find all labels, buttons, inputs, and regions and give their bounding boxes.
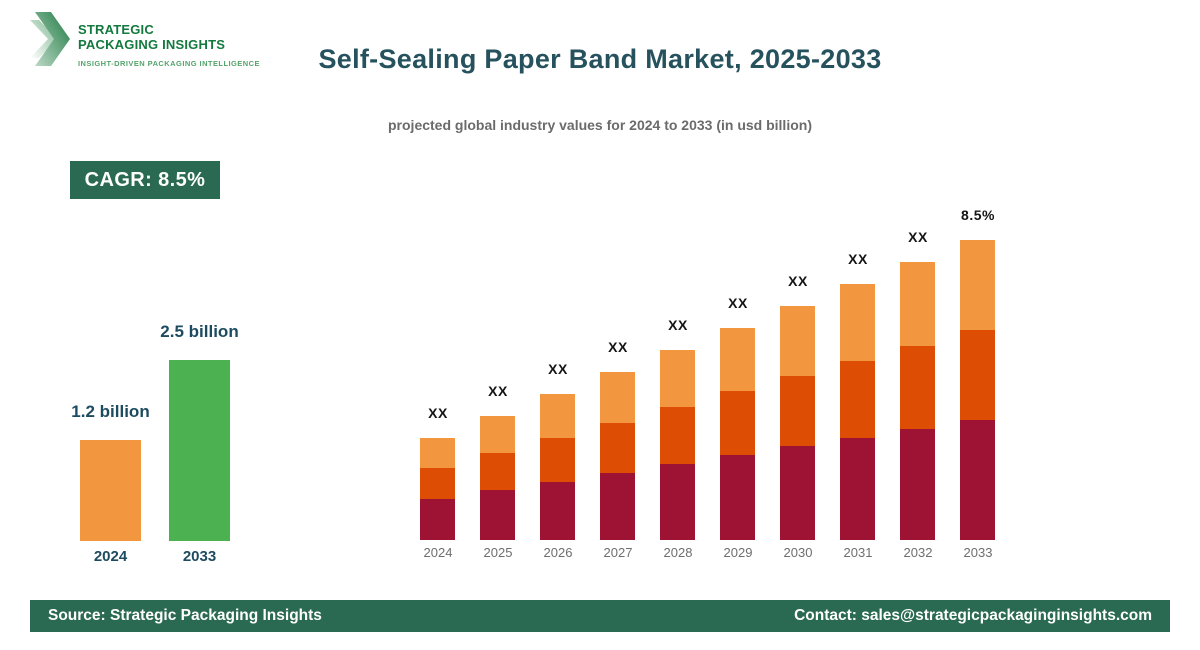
brand-logo: STRATEGIC PACKAGING INSIGHTS INSIGHT-DRI… bbox=[30, 8, 260, 70]
mini-axis-label-2024: 2024 bbox=[93, 548, 128, 565]
brand-name-line2: PACKAGING INSIGHTS bbox=[78, 37, 226, 53]
bar-value-label-2033: 8.5% bbox=[961, 207, 995, 223]
bar-value-label-2031: XX bbox=[848, 251, 868, 267]
segment-bottom-2029 bbox=[720, 455, 755, 540]
segment-top-2026 bbox=[540, 394, 575, 438]
segment-top-2030 bbox=[780, 306, 815, 376]
brand-chevron-icon bbox=[30, 12, 70, 66]
segment-top-2025 bbox=[480, 416, 515, 453]
segment-bottom-2031 bbox=[840, 438, 875, 540]
segment-middle-2025 bbox=[480, 453, 515, 490]
brand-tagline: INSIGHT-DRIVEN PACKAGING INTELLIGENCE bbox=[78, 58, 260, 68]
segment-middle-2028 bbox=[660, 407, 695, 464]
bar-value-label-2027: XX bbox=[608, 339, 628, 355]
bar-value-label-2030: XX bbox=[788, 273, 808, 289]
footer-source: Source: Strategic Packaging Insights bbox=[48, 607, 322, 624]
x-axis-label-2026: 2026 bbox=[543, 545, 573, 560]
bar-value-label-2029: XX bbox=[728, 295, 748, 311]
x-axis-label-2028: 2028 bbox=[663, 545, 693, 560]
brand-name-line1: STRATEGIC bbox=[78, 22, 154, 37]
mini-value-label-2033: 2.5 billion bbox=[160, 322, 239, 341]
brand-name: STRATEGIC PACKAGING INSIGHTS INSIGHT-DRI… bbox=[78, 8, 260, 68]
page-title: Self-Sealing Paper Band Market, 2025-203… bbox=[318, 44, 882, 74]
bar-value-label-2024: XX bbox=[428, 405, 448, 421]
x-axis-label-2025: 2025 bbox=[483, 545, 513, 560]
stacked-bar-chart: XX 2024 XX 2025 XX 2026 XX 2027 XX 2028 XX 2029 XX 20… bbox=[400, 200, 1020, 560]
mini-axis-label-2033: 2033 bbox=[182, 548, 217, 565]
segment-middle-2032 bbox=[900, 346, 935, 429]
segment-bottom-2026 bbox=[540, 482, 575, 540]
page-subtitle: projected global industry values for 202… bbox=[388, 117, 812, 133]
mini-value-label-2024: 1.2 billion bbox=[71, 402, 150, 421]
segment-top-2024 bbox=[420, 438, 455, 468]
segment-bottom-2027 bbox=[600, 473, 635, 540]
footer-bar: Source: Strategic Packaging Insights Con… bbox=[30, 600, 1170, 632]
segment-bottom-2030 bbox=[780, 446, 815, 540]
segment-middle-2026 bbox=[540, 438, 575, 482]
mini-bar-2024 bbox=[80, 440, 141, 541]
bar-value-label-2028: XX bbox=[668, 317, 688, 333]
x-axis-label-2033: 2033 bbox=[963, 545, 993, 560]
x-axis-label-2031: 2031 bbox=[843, 545, 873, 560]
segment-top-2028 bbox=[660, 350, 695, 407]
segment-middle-2033 bbox=[960, 330, 995, 420]
segment-bottom-2024 bbox=[420, 499, 455, 540]
bar-value-label-2025: XX bbox=[488, 383, 508, 399]
segment-middle-2031 bbox=[840, 361, 875, 438]
x-axis-label-2027: 2027 bbox=[603, 545, 633, 560]
x-axis-label-2029: 2029 bbox=[723, 545, 753, 560]
segment-bottom-2032 bbox=[900, 429, 935, 540]
segment-top-2031 bbox=[840, 284, 875, 361]
footer-contact: Contact: sales@strategicpackaginginsight… bbox=[794, 607, 1152, 624]
bar-value-label-2032: XX bbox=[908, 229, 928, 245]
segment-bottom-2028 bbox=[660, 464, 695, 540]
cagr-badge: CAGR: 8.5% bbox=[70, 161, 220, 199]
segment-top-2027 bbox=[600, 372, 635, 423]
segment-top-2029 bbox=[720, 328, 755, 391]
segment-top-2032 bbox=[900, 262, 935, 346]
segment-top-2033 bbox=[960, 240, 995, 330]
x-axis-label-2024: 2024 bbox=[423, 545, 453, 560]
bar-value-label-2026: XX bbox=[548, 361, 568, 377]
segment-middle-2029 bbox=[720, 391, 755, 455]
segment-middle-2030 bbox=[780, 376, 815, 446]
segment-middle-2027 bbox=[600, 423, 635, 473]
x-axis-label-2030: 2030 bbox=[783, 545, 813, 560]
summary-bar-chart: 1.2 billion 2024 2.5 billion 2033 bbox=[60, 320, 250, 565]
segment-middle-2024 bbox=[420, 468, 455, 499]
mini-bar-2033 bbox=[169, 360, 230, 541]
segment-bottom-2025 bbox=[480, 490, 515, 540]
segment-bottom-2033 bbox=[960, 420, 995, 540]
x-axis-label-2032: 2032 bbox=[903, 545, 933, 560]
